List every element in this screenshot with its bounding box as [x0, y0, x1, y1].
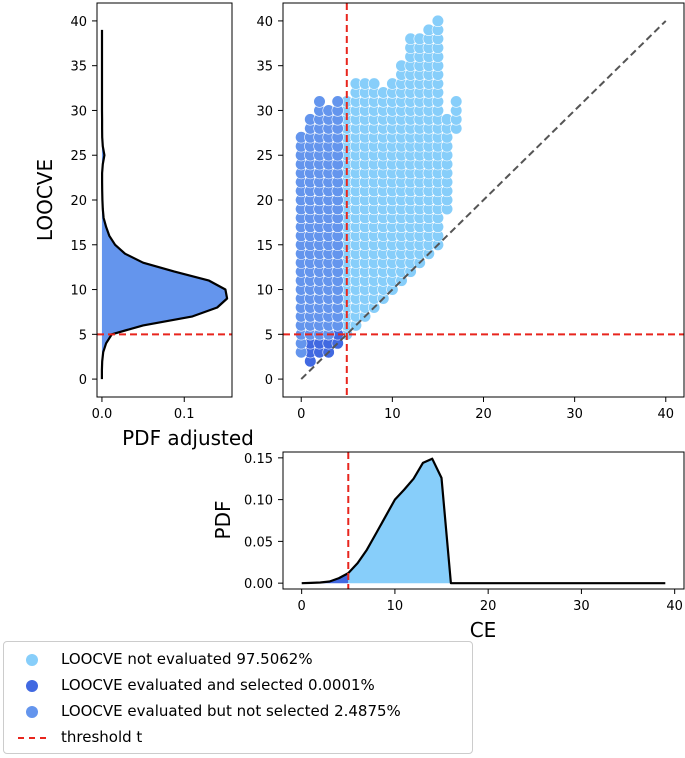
- scatter-series-2: [295, 95, 344, 359]
- scatter-point: [431, 14, 445, 27]
- left-pdf-curve: [100, 29, 229, 380]
- scatter-panel: 0 10 20 30 40 0 5 10 15 20 25 30 35 40: [256, 2, 685, 422]
- legend-line-threshold: [18, 737, 46, 739]
- bottom-xtick-label: 0: [298, 599, 306, 614]
- left-ytick-label: 15: [70, 239, 87, 254]
- scatter-ytick-label: 35: [256, 60, 273, 75]
- bottom-pdf-area-below-threshold: [301, 573, 349, 584]
- left-pdf-area: [101, 29, 228, 380]
- scatter-xtick-label: 20: [475, 407, 492, 422]
- legend-marker-not-evaluated: [26, 654, 38, 666]
- scatter-ytick-label: 10: [256, 284, 273, 299]
- legend-item-not-selected: LOOCVE evaluated but not selected 2.4875…: [4, 700, 472, 724]
- scatter-ytick-label: 30: [256, 104, 273, 119]
- legend: LOOCVE not evaluated 97.5062% LOOCVE eva…: [3, 641, 473, 754]
- bottom-ytick-label: 0.05: [244, 535, 273, 550]
- legend-label: LOOCVE evaluated but not selected 2.4875…: [61, 702, 401, 720]
- left-pdf-ylabel: LOOCVE: [33, 159, 57, 241]
- scatter-series-0: [340, 14, 463, 341]
- left-ytick-label: 25: [70, 149, 87, 164]
- legend-item-not-evaluated: LOOCVE not evaluated 97.5062%: [4, 648, 472, 672]
- left-pdf-xlabel: PDF adjusted: [122, 426, 254, 450]
- bottom-pdf-panel: 0 10 20 30 40 0.00 0.05 0.10 0.15 CE PDF: [211, 451, 685, 640]
- scatter-point: [368, 77, 381, 90]
- bottom-xtick-label: 10: [387, 599, 404, 614]
- bottom-pdf-ylabel: PDF: [211, 501, 235, 540]
- scatter-ytick-label: 40: [256, 15, 273, 30]
- legend-marker-selected: [26, 680, 38, 692]
- left-xtick-label: 0.1: [174, 407, 195, 422]
- scatter-ytick-label: 5: [265, 328, 273, 343]
- legend-label: LOOCVE not evaluated 97.5062%: [61, 650, 313, 668]
- scatter-ytick-label: 0: [265, 373, 273, 388]
- bottom-pdf-xlabel: CE: [470, 618, 497, 640]
- left-ytick-label: 20: [70, 194, 87, 209]
- bottom-xtick-label: 20: [480, 599, 497, 614]
- bottom-ytick-label: 0.10: [244, 494, 273, 509]
- left-pdf-panel: 0.0 0.1 0 5 10 15 20 25 30 35 40 PDF adjusted LOOC…: [33, 2, 254, 450]
- legend-item-selected: LOOCVE evaluated and selected 0.0001%: [4, 674, 472, 698]
- diagonal-line: [300, 20, 667, 380]
- left-ytick-label: 30: [70, 104, 87, 119]
- left-pdf-frame: [96, 2, 233, 398]
- left-ytick-label: 10: [70, 284, 87, 299]
- left-ytick-label: 0: [79, 373, 87, 388]
- left-ytick-label: 5: [79, 328, 87, 343]
- scatter-point: [331, 95, 344, 108]
- legend-label: threshold t: [61, 728, 143, 746]
- scatter-point: [313, 95, 326, 108]
- scatter-ytick-label: 20: [256, 194, 273, 209]
- scatter-xtick-label: 10: [384, 407, 401, 422]
- legend-item-threshold: threshold t: [4, 726, 472, 750]
- bottom-pdf-area-above-threshold: [348, 458, 666, 584]
- left-ytick-label: 35: [70, 60, 87, 75]
- bottom-pdf-curve: [301, 457, 666, 585]
- scatter-xtick-label: 40: [657, 407, 674, 422]
- legend-marker-not-selected: [26, 706, 38, 718]
- bottom-ytick-label: 0.00: [244, 577, 273, 592]
- bottom-xtick-label: 40: [666, 599, 683, 614]
- bottom-xtick-label: 30: [573, 599, 590, 614]
- bottom-ytick-label: 0.15: [244, 452, 273, 467]
- scatter-point: [450, 95, 463, 108]
- legend-label: LOOCVE evaluated and selected 0.0001%: [61, 676, 375, 694]
- scatter-ytick-label: 15: [256, 239, 273, 254]
- left-ytick-label: 40: [70, 15, 87, 30]
- scatter-xtick-label: 30: [566, 407, 583, 422]
- bottom-pdf-frame: [282, 451, 685, 590]
- scatter-xtick-label: 0: [297, 407, 305, 422]
- scatter-ytick-label: 25: [256, 149, 273, 164]
- left-xtick-label: 0.0: [92, 407, 113, 422]
